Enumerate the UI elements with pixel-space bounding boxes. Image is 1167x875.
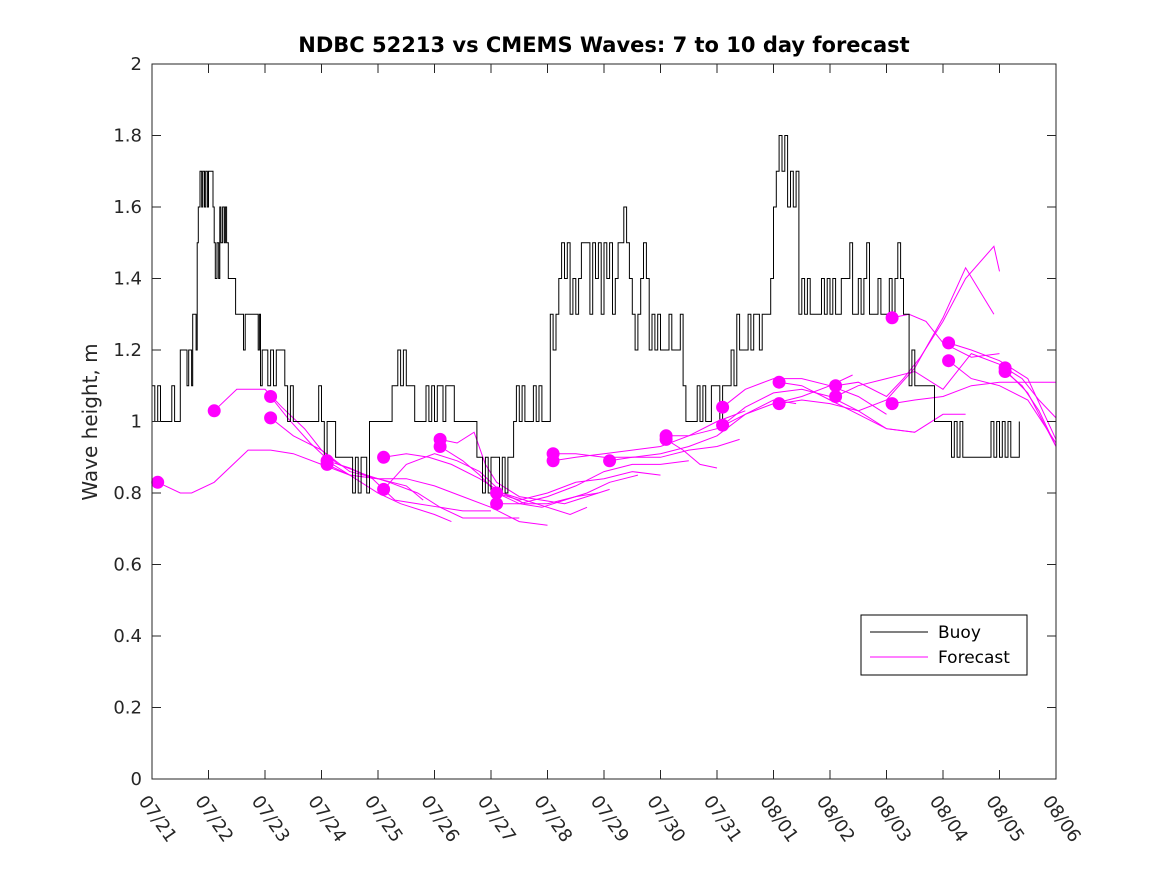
forecast-start-marker-21 (829, 379, 843, 393)
y-tick-label: 0.2 (113, 698, 142, 719)
forecast-start-marker-23 (885, 311, 899, 325)
forecast-start-marker-5 (320, 457, 334, 471)
forecast-line-1 (213, 388, 424, 501)
y-tick-label: 2 (131, 54, 142, 75)
forecast-start-marker-26 (942, 354, 956, 368)
y-tick-label: 0.6 (113, 555, 142, 576)
forecast-start-marker-14 (603, 454, 617, 468)
plot-area (151, 135, 1057, 526)
y-tick-label: 1.2 (113, 340, 142, 361)
y-tick-label: 0.8 (113, 483, 142, 504)
forecast-line-9 (439, 446, 639, 508)
legend-label-buoy: Buoy (938, 623, 981, 643)
y-axis-label: Wave height, m (78, 343, 102, 500)
forecast-start-marker-10 (490, 486, 504, 500)
forecast-line-28 (1004, 371, 1057, 447)
forecast-start-marker-24 (885, 397, 899, 411)
forecast-line-16 (665, 438, 718, 469)
chart-title: NDBC 52213 vs CMEMS Waves: 7 to 10 day f… (298, 33, 909, 57)
forecast-line-4 (326, 460, 520, 519)
forecast-start-marker-17 (716, 400, 730, 414)
forecast-line-24 (892, 381, 1056, 405)
forecast-line-5 (326, 463, 548, 526)
forecast-start-marker-0 (151, 475, 165, 489)
forecast-line-22 (835, 353, 1057, 447)
forecast-start-marker-6 (377, 450, 391, 464)
forecast-line-19 (779, 381, 966, 433)
y-tick-label: 1.8 (113, 126, 142, 147)
forecast-line-17 (722, 378, 887, 415)
forecast-line-13 (553, 410, 746, 462)
forecast-start-marker-18 (716, 418, 730, 432)
forecast-line-11 (496, 460, 689, 505)
forecast-line-20 (779, 266, 995, 412)
forecast-start-marker-25 (942, 336, 956, 350)
forecast-start-marker-1 (207, 404, 221, 418)
forecast-start-marker-20 (772, 397, 786, 411)
forecast-start-marker-19 (772, 375, 786, 389)
forecast-line-25 (948, 342, 1057, 440)
buoy-line (152, 135, 1020, 494)
legend-box (860, 614, 1028, 676)
legend-label-forecast: Forecast (938, 648, 1010, 668)
forecast-line-26 (948, 360, 1057, 444)
forecast-line-0 (157, 449, 379, 494)
y-tick-label: 0 (131, 769, 142, 790)
forecast-start-marker-3 (264, 411, 278, 425)
forecast-start-marker-11 (490, 497, 504, 511)
y-tick-label: 0.4 (113, 626, 142, 647)
y-tick-label: 1.6 (113, 197, 142, 218)
forecast-start-marker-9 (433, 440, 447, 453)
forecast-start-marker-28 (998, 365, 1012, 378)
legend: Buoy Forecast (860, 614, 1028, 676)
y-tick-label: 1.4 (113, 269, 142, 290)
forecast-line-23 (891, 313, 1000, 358)
forecast-line-15 (666, 374, 853, 437)
forecast-line-10 (496, 471, 661, 501)
forecast-start-marker-2 (264, 390, 278, 403)
forecast-start-marker-7 (377, 482, 391, 496)
forecast-line-14 (609, 399, 797, 462)
forecast-line-12 (553, 438, 740, 458)
forecast-start-marker-16 (659, 432, 673, 446)
forecast-start-marker-13 (546, 454, 560, 468)
y-tick-label: 1 (131, 412, 142, 433)
forecast-start-marker-22 (829, 390, 843, 403)
forecast-line-27 (1004, 367, 1057, 419)
forecast-line-21 (835, 245, 1000, 398)
